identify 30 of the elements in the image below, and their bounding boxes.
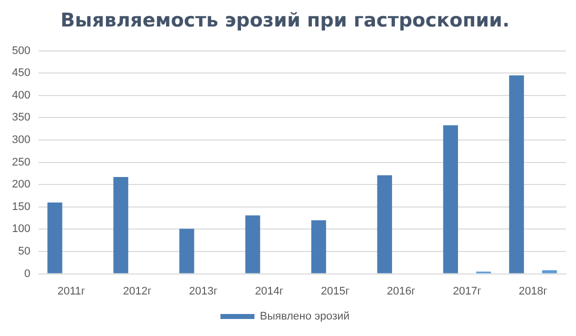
x-tick-label: 2018г bbox=[518, 285, 548, 298]
y-tick-label: 350 bbox=[12, 112, 30, 124]
legend-label: Выявлено эрозий bbox=[260, 310, 350, 323]
x-tick-label: 2015г bbox=[320, 285, 350, 298]
bar bbox=[311, 220, 326, 274]
x-tick-label: 2012г bbox=[123, 285, 152, 298]
y-tick-label: 450 bbox=[12, 67, 30, 80]
x-tick-label: 2017г bbox=[452, 285, 482, 298]
bar bbox=[542, 270, 557, 274]
chart-title: Выявляемость эрозий при гастроскопии. bbox=[60, 9, 510, 32]
y-tick-label: 500 bbox=[12, 44, 30, 57]
x-tick-label: 2014г bbox=[254, 285, 284, 298]
y-tick-label: 250 bbox=[12, 156, 30, 168]
y-tick-label: 300 bbox=[12, 134, 30, 146]
y-tick-label: 400 bbox=[12, 89, 30, 102]
y-tick-label: 200 bbox=[12, 178, 30, 191]
bar bbox=[47, 202, 62, 274]
bar bbox=[113, 177, 128, 274]
x-tick-label: 2016г bbox=[386, 285, 416, 298]
bar bbox=[377, 175, 392, 274]
bar bbox=[245, 215, 260, 274]
x-tick-label: 2013г bbox=[189, 285, 218, 298]
x-tick-label: 2011г bbox=[57, 285, 86, 298]
y-tick-label: 150 bbox=[12, 200, 30, 213]
y-tick-label: 100 bbox=[12, 223, 30, 236]
bar bbox=[509, 75, 524, 274]
bar bbox=[179, 228, 194, 274]
y-tick-label: 50 bbox=[18, 246, 30, 258]
y-tick-label: 0 bbox=[24, 268, 30, 280]
bar bbox=[443, 125, 458, 274]
